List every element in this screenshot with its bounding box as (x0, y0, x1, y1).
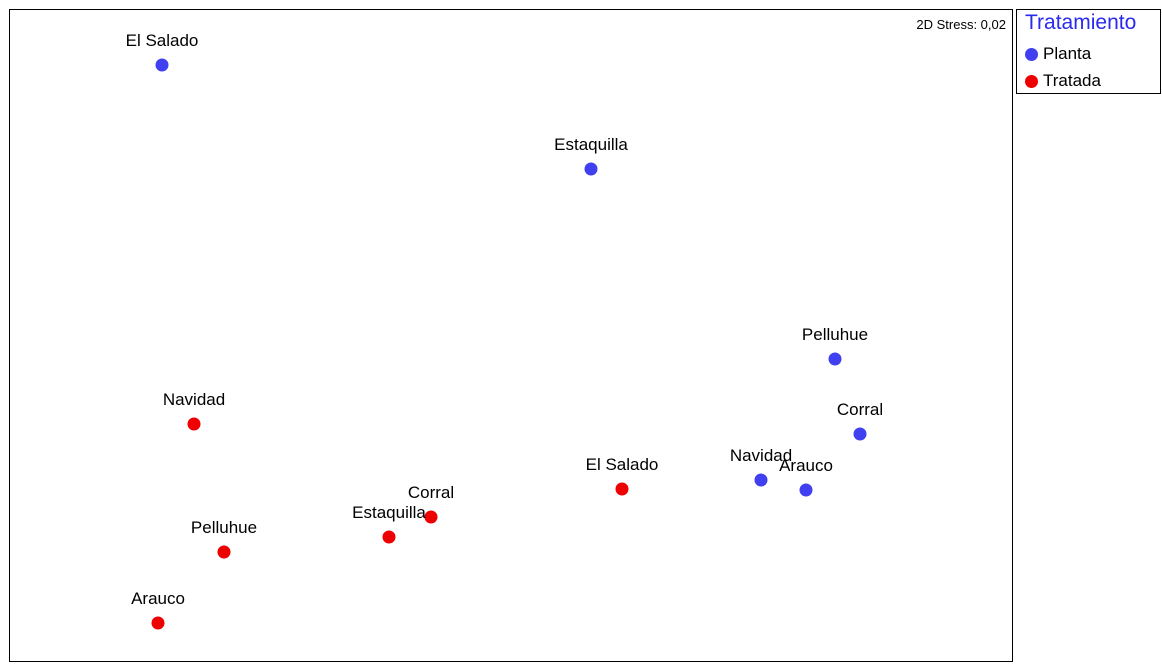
scatter-plot: El Salado Estaquilla Pelluhue Corral Navidad… (126, 31, 883, 630)
legend-label-tratada: Tratada (1043, 71, 1101, 90)
point-label-planta-corral: Corral (837, 400, 883, 419)
point-tratada-navidad (187, 417, 201, 431)
point-label-planta-navidad: Navidad (730, 446, 792, 465)
point-label-planta-el-salado: El Salado (126, 31, 199, 50)
point-label-tratada-pelluhue: Pelluhue (191, 518, 257, 537)
point-planta-arauco (799, 483, 813, 497)
point-label-tratada-estaquilla: Estaquilla (352, 503, 426, 522)
point-tratada-corral (424, 510, 438, 524)
point-label-planta-arauco: Arauco (779, 456, 833, 475)
point-tratada-pelluhue (217, 545, 231, 559)
plot-area: El Salado Estaquilla Pelluhue Corral Navidad… (9, 9, 1013, 662)
point-tratada-arauco (151, 616, 165, 630)
point-planta-corral (853, 427, 867, 441)
legend-label-planta: Planta (1043, 44, 1092, 63)
legend-item-tratada: Tratada (1025, 71, 1101, 91)
point-planta-navidad (754, 473, 768, 487)
point-label-tratada-corral: Corral (408, 483, 454, 502)
legend-title: Tratamiento (1025, 11, 1137, 34)
point-label-tratada-el-salado: El Salado (586, 455, 659, 474)
point-planta-estaquilla (584, 162, 598, 176)
point-planta-el-salado (155, 58, 169, 72)
legend-marker-planta (1025, 47, 1038, 61)
point-label-planta-estaquilla: Estaquilla (554, 135, 628, 154)
point-label-tratada-arauco: Arauco (131, 589, 185, 608)
point-label-planta-pelluhue: Pelluhue (802, 325, 868, 344)
legend-item-planta: Planta (1025, 44, 1091, 64)
point-tratada-el-salado (615, 482, 629, 496)
point-planta-pelluhue (828, 352, 842, 366)
point-tratada-estaquilla (382, 530, 396, 544)
point-label-tratada-navidad: Navidad (163, 390, 225, 409)
legend: Tratamiento Planta Tratada (1016, 9, 1161, 94)
stress-value: 2D Stress: 0,02 (916, 17, 1006, 32)
legend-marker-tratada (1025, 74, 1038, 88)
